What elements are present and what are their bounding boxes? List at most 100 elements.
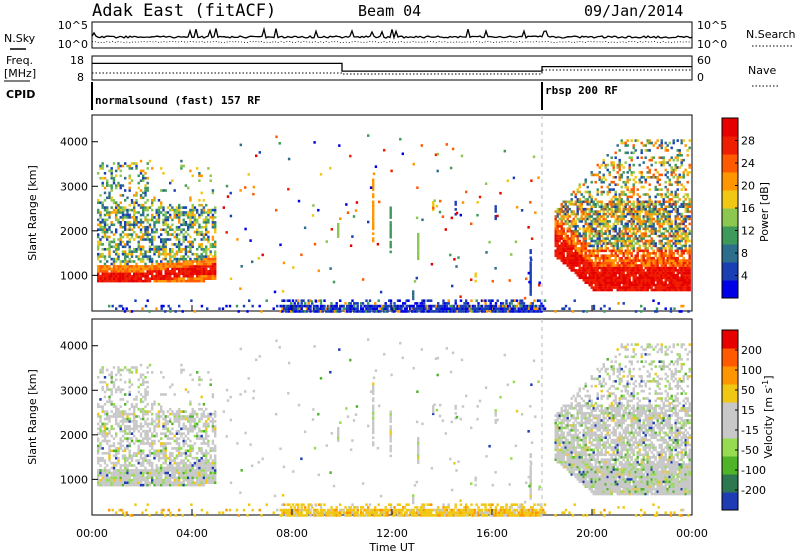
power-cell <box>173 235 176 239</box>
power-cell <box>103 172 107 175</box>
power-cell <box>680 278 683 282</box>
power-cell <box>604 237 607 240</box>
nsearch-line <box>91 40 693 44</box>
power-cell <box>173 189 176 192</box>
power-cell <box>594 232 597 235</box>
velocity-cell <box>126 474 129 477</box>
power-cell <box>205 203 208 207</box>
power-cell <box>169 257 172 261</box>
power-cell <box>417 240 420 243</box>
power-cell <box>206 307 209 310</box>
power-cell <box>173 272 176 276</box>
power-cell <box>618 274 621 277</box>
power-cell <box>524 307 527 310</box>
power-cell <box>529 251 532 255</box>
power-cell <box>126 260 129 263</box>
power-cell <box>670 278 673 282</box>
power-cell <box>640 288 643 292</box>
power-cell <box>281 307 284 310</box>
power-cell <box>126 265 129 268</box>
power-cell <box>616 144 619 147</box>
power-cell <box>554 244 557 248</box>
power-cell <box>564 205 567 208</box>
power-cell <box>676 234 679 238</box>
power-cell <box>614 237 617 240</box>
power-cell <box>283 307 286 310</box>
power-cell <box>638 286 641 289</box>
power-cell <box>642 261 645 265</box>
power-cell <box>560 256 563 260</box>
power-cell <box>600 227 603 231</box>
power-cell <box>686 180 689 184</box>
power-cell <box>396 304 400 308</box>
power-cell <box>576 261 579 265</box>
power-cell <box>505 304 508 308</box>
power-cell <box>676 200 679 204</box>
velocity-cell <box>106 385 109 389</box>
power-cell <box>119 208 122 212</box>
power-cell <box>146 250 149 253</box>
power-cell <box>451 307 454 310</box>
power-cell <box>632 266 635 270</box>
power-cell <box>626 259 629 262</box>
power-cell <box>101 228 104 231</box>
power-cell <box>596 269 599 272</box>
power-cell <box>648 200 651 204</box>
power-cell <box>205 225 208 229</box>
power-cell <box>622 141 625 145</box>
power-cell <box>182 272 185 276</box>
power-cell <box>193 213 197 217</box>
power-cell <box>590 244 593 248</box>
power-cell <box>558 234 561 238</box>
power-cell <box>556 237 559 240</box>
power-cell <box>103 218 107 222</box>
power-cell <box>634 266 637 270</box>
power-cell <box>103 199 107 202</box>
power-cell <box>291 310 295 313</box>
power-cell <box>374 307 377 310</box>
power-cell <box>571 310 575 313</box>
power-cell <box>604 259 607 262</box>
power-cell <box>148 267 152 271</box>
power-cell <box>155 262 158 266</box>
power-cell <box>662 269 665 272</box>
power-cell <box>652 249 655 253</box>
power-cell <box>525 277 528 281</box>
power-cell <box>640 269 643 272</box>
power-cell <box>128 228 131 231</box>
power-cell <box>529 288 532 291</box>
power-cell <box>328 307 331 310</box>
power-cell <box>419 302 422 305</box>
power-cell <box>329 166 332 170</box>
power-cell <box>119 262 122 266</box>
power-cell <box>110 279 113 283</box>
power-cell <box>610 188 613 191</box>
power-cell <box>297 299 300 302</box>
velocity-cell <box>142 464 145 467</box>
power-cell <box>598 259 601 262</box>
power-cell <box>640 141 643 145</box>
power-cell <box>598 229 601 233</box>
velocity-cell <box>133 474 136 477</box>
power-cell <box>656 200 659 204</box>
velocity-cell <box>110 376 113 379</box>
power-cell <box>419 307 422 310</box>
velocity-cell <box>130 371 134 374</box>
power-cell <box>135 218 138 222</box>
velocity-cell <box>137 385 140 389</box>
power-cell <box>584 278 587 282</box>
power-cell <box>316 310 319 313</box>
power-cell <box>363 304 366 308</box>
power-cell <box>182 221 185 224</box>
power-cell <box>164 223 167 227</box>
velocity-cell <box>151 481 154 484</box>
power-cell <box>622 264 625 267</box>
power-cell <box>600 244 603 248</box>
power-cell <box>531 304 534 308</box>
power-cell <box>626 220 629 223</box>
power-cell <box>586 229 589 233</box>
power-cell <box>529 266 532 269</box>
power-cell <box>610 264 613 267</box>
power-cell <box>656 215 659 218</box>
y-tick-label: 4000 <box>60 136 88 149</box>
